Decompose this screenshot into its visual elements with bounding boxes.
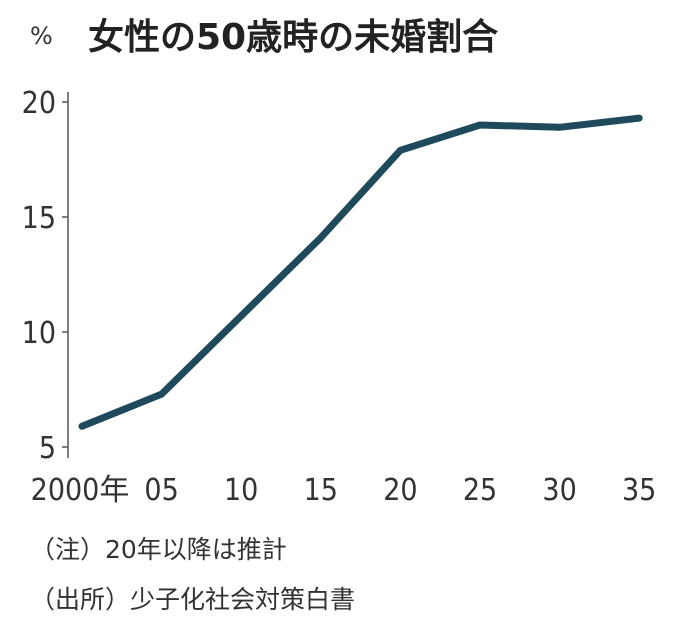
x-tick-label: 25 (463, 473, 497, 508)
x-tick-label: 15 (304, 473, 338, 508)
y-tick-label: 10 (22, 316, 56, 351)
source: （出所）少子化社会対策白書 (30, 585, 356, 614)
chart-title: 女性の50歳時の未婚割合 (88, 17, 499, 58)
x-tick-label: 2000年 (31, 473, 130, 508)
x-tick-label: 20 (383, 473, 417, 508)
x-tick-label: 30 (542, 473, 576, 508)
y-unit-label: % (30, 22, 53, 50)
y-tick-label: 5 (39, 431, 56, 466)
y-tick-label: 15 (22, 201, 56, 236)
y-tick-label: 20 (22, 86, 56, 121)
x-tick-label: 05 (144, 473, 178, 508)
x-tick-label: 10 (224, 473, 258, 508)
note: （注）20年以降は推計 (30, 535, 287, 564)
x-tick-label: 35 (622, 473, 656, 508)
series-line (78, 114, 643, 430)
